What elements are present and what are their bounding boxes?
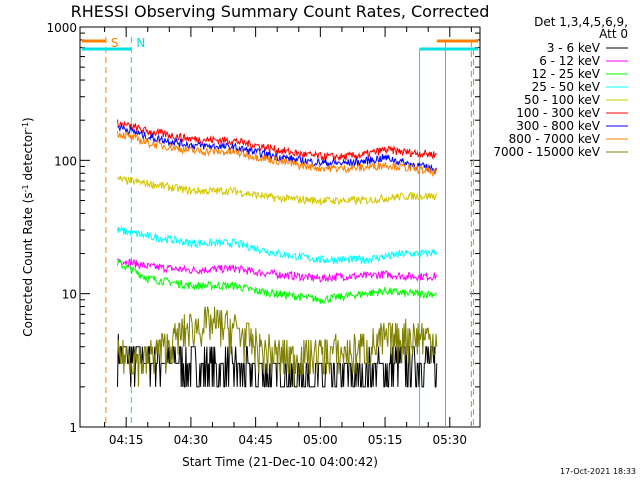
y-tick-label: 1 [69,421,77,435]
y-axis-label-main: Corrected Count Rate (s [21,192,35,336]
legend-label: 100 - 300 keV [516,106,600,120]
legend-label: 7000 - 15000 keV [493,145,600,159]
x-tick-label: 04:30 [174,433,209,447]
series-lines [117,119,438,388]
y-tick-label: 1000 [46,21,77,35]
marker-label: S [111,36,119,50]
y-tick-label: 10 [62,288,77,302]
legend-label: 50 - 100 keV [524,93,601,107]
legend-label: 6 - 12 keV [539,54,601,68]
y-axis-label-mid: detector [21,130,35,185]
chart-title: RHESSI Observing Summary Count Rates, Co… [71,2,490,21]
series-line [117,119,438,162]
legend-label: 800 - 7000 keV [509,132,601,146]
x-axis-ticks: 04:15 04:30 04:45 05:00 05:15 05:30 [104,27,472,447]
series-line [117,175,438,207]
y-axis-label-end: ) [21,117,35,122]
series-line [117,259,438,304]
y-axis-label: Corrected Count Rate (s-1 detector-1) [21,117,36,336]
series-line [117,258,438,283]
legend-label: 3 - 6 keV [547,41,601,55]
y-axis-ticks: 1 10 100 1000 [46,21,480,435]
series-line [117,225,438,265]
legend-label: 12 - 25 keV [532,67,601,81]
legend-label: 300 - 800 keV [516,119,600,133]
series-line [117,131,438,177]
series-line [117,124,437,174]
legend-label: 25 - 50 keV [532,80,601,94]
footer-timestamp: 17-Oct-2021 18:33 [560,467,636,476]
plot-frame [79,26,481,428]
x-tick-label: 05:00 [303,433,338,447]
x-axis-label: Start Time (21-Dec-10 04:00:42) [182,455,378,469]
y-axis-label-sup1: -1 [21,184,30,192]
x-tick-label: 05:15 [368,433,403,447]
legend-header-line1: Det 1,3,4,5,6,9, [534,15,628,29]
legend-header-line2: Att 0 [599,27,628,41]
x-tick-label: 04:45 [238,433,273,447]
y-axis-label-sup2: -1 [21,122,30,130]
y-tick-label: 100 [54,154,77,168]
x-tick-label: 05:30 [432,433,467,447]
series-line [117,306,438,387]
marker-label: N [136,36,145,50]
x-tick-label: 04:15 [109,433,144,447]
